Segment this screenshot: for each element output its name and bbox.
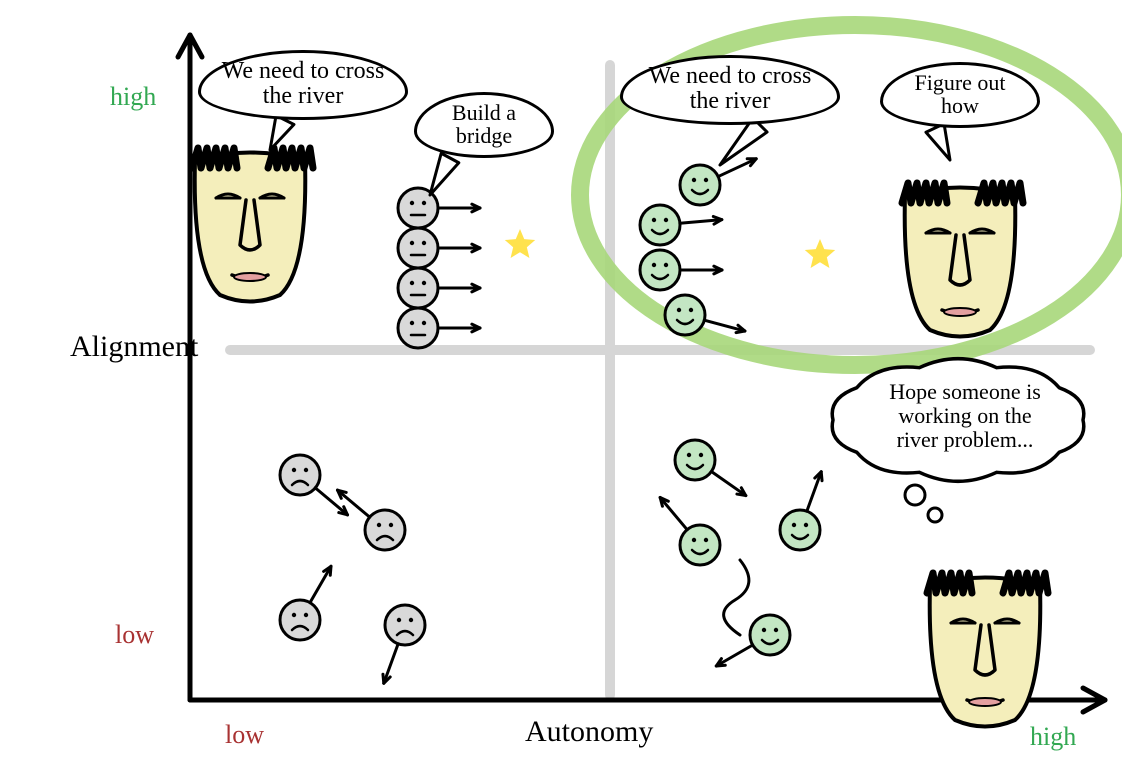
diagram-root: { "diagram": { "type": "2x2-quadrant-inf…	[0, 0, 1122, 768]
q1-boss-speech-text: We need to cross the river	[222, 58, 385, 109]
q1-team-speech-text: Build a bridge	[452, 100, 516, 148]
q1-boss-speech-bubble: We need to cross the river	[198, 50, 408, 120]
y-axis-low-label: low	[115, 620, 154, 650]
q4-boss-thought-text: Hope someone is working on the river pro…	[840, 380, 1090, 453]
y-axis-label: Alignment	[70, 330, 198, 364]
q2-boss-speech-bubble: We need to cross the river	[620, 55, 840, 125]
q2-team-speech-text: Figure out how	[914, 70, 1005, 118]
q2-boss-speech-text: We need to cross the river	[649, 63, 812, 114]
x-axis-low-label: low	[225, 720, 264, 750]
x-axis-high-label: high	[1030, 722, 1076, 752]
x-axis-label: Autonomy	[525, 715, 653, 749]
y-axis-high-label: high	[110, 82, 156, 112]
